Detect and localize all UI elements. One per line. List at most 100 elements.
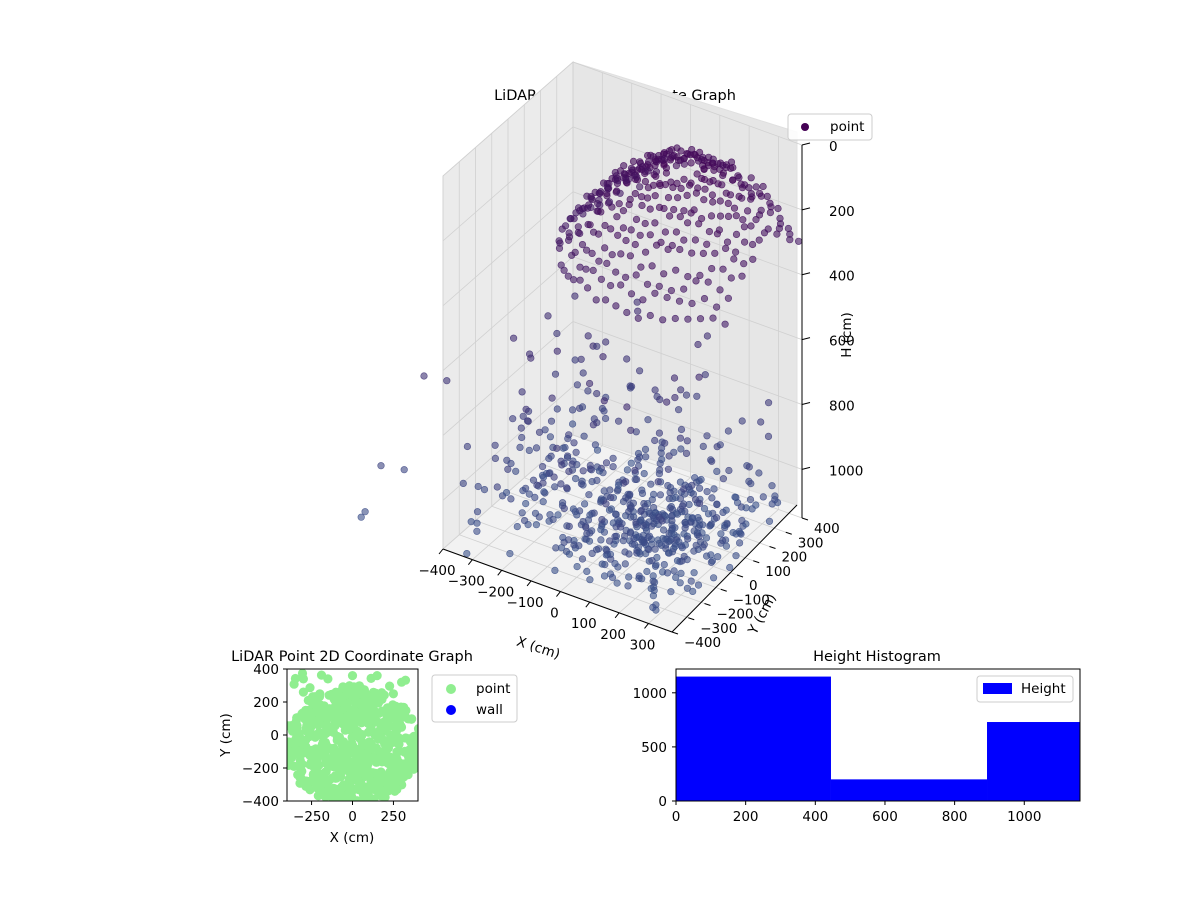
chart3d-point xyxy=(649,153,657,161)
chart3d-point xyxy=(709,574,718,582)
chart2d-point xyxy=(386,710,397,720)
chart3d-point xyxy=(583,529,591,538)
chart3d-point xyxy=(677,184,685,192)
chart3d-point xyxy=(634,307,642,315)
chart3d-point xyxy=(535,428,544,436)
chart3d-point xyxy=(731,493,739,501)
chart3d-point xyxy=(602,459,611,467)
chart3d-point xyxy=(594,230,603,238)
chart3d-point xyxy=(685,500,693,509)
chart2d-point xyxy=(321,758,331,769)
chart3d-point xyxy=(443,377,451,385)
chart3d-point xyxy=(703,240,711,248)
chart2d-point xyxy=(377,688,387,698)
chart3d-point xyxy=(689,587,697,596)
chart3d-point xyxy=(695,220,703,228)
chart3d-point xyxy=(612,268,620,276)
chart3d-point xyxy=(593,390,601,398)
chart3d-point xyxy=(671,314,679,323)
chart3d-panes xyxy=(442,60,798,633)
chart3d-point xyxy=(747,480,755,488)
chart3d-point xyxy=(573,381,582,389)
chart3d-point xyxy=(593,446,602,454)
chart2d-point xyxy=(319,744,329,754)
chart3d-point xyxy=(763,192,771,200)
chart3d-point xyxy=(518,388,526,396)
chart2d-point xyxy=(358,789,368,800)
chart2d-point xyxy=(297,709,307,719)
chart3d-point xyxy=(603,259,611,268)
chart3d-point xyxy=(680,285,688,293)
chart3d-point xyxy=(525,350,534,358)
chart3d-point xyxy=(606,486,614,494)
chart3d-point xyxy=(601,244,609,252)
chart3d-point xyxy=(504,465,512,473)
chart3d-point xyxy=(580,500,589,508)
chart3d-point xyxy=(722,506,730,514)
chart3d-point xyxy=(693,170,701,178)
chart3d-point xyxy=(644,533,652,542)
chart3d-point xyxy=(741,181,749,189)
chart3d-point xyxy=(550,473,558,481)
chart3d-point xyxy=(683,584,692,592)
chart3d-y-tick-label: 100 xyxy=(765,564,791,580)
chart3d-point xyxy=(587,203,595,212)
chart3d-x-tick-label: −400 xyxy=(418,563,455,579)
chart3d-point xyxy=(579,369,587,377)
chart3d-point xyxy=(676,245,684,254)
chart3d-point xyxy=(612,510,620,519)
chart3d-point xyxy=(577,480,586,488)
chart3d-point xyxy=(600,572,609,580)
chart3d-point xyxy=(584,387,592,395)
chart-2d: LiDAR Point 2D Coordinate Graph −250 0 250… xyxy=(218,649,518,846)
chart3d-point xyxy=(597,526,605,534)
histogram-y-tick-label: 1000 xyxy=(633,686,667,702)
chart3d-point xyxy=(627,459,635,467)
chart3d-point xyxy=(579,517,587,526)
chart2d-point xyxy=(413,724,418,734)
chart3d-point xyxy=(727,274,735,282)
chart3d-point xyxy=(716,286,724,294)
chart3d-point xyxy=(676,213,684,221)
chart3d-point xyxy=(716,197,724,205)
chart3d-point xyxy=(740,260,748,268)
chart3d-point xyxy=(764,432,773,441)
chart3d-legend-label-point: point xyxy=(830,119,864,135)
chart3d-point xyxy=(731,248,740,256)
chart3d-point xyxy=(602,338,610,346)
chart3d-point xyxy=(651,289,659,297)
chart3d-x-tick xyxy=(585,601,591,608)
chart3d-point xyxy=(585,491,593,499)
chart3d-x-tick-label: 100 xyxy=(571,616,597,632)
chart3d-point xyxy=(680,160,688,168)
chart3d-point xyxy=(708,557,717,565)
chart3d-x-tick xyxy=(497,569,503,576)
chart3d-x-tick xyxy=(644,623,649,629)
chart2d-point xyxy=(322,714,332,724)
chart3d-point xyxy=(622,478,630,486)
chart3d-point xyxy=(729,528,737,537)
chart3d-point xyxy=(568,460,576,468)
chart3d-point xyxy=(667,287,676,295)
chart3d-point xyxy=(626,384,635,392)
chart2d-point xyxy=(290,673,300,684)
chart2d-point xyxy=(335,711,345,721)
chart3d-point xyxy=(620,162,628,170)
chart3d-point xyxy=(655,513,663,521)
histogram-bar xyxy=(676,676,831,801)
chart2d-point xyxy=(380,724,390,734)
chart3d-point xyxy=(573,511,581,519)
chart3d-point xyxy=(642,453,650,461)
chart3d-point xyxy=(703,332,712,340)
chart3d-point xyxy=(716,441,724,449)
chart3d-point xyxy=(656,181,664,189)
chart3d-point xyxy=(570,439,578,447)
chart3d-point xyxy=(745,463,753,471)
chart3d-point xyxy=(661,439,669,447)
chart3d-point xyxy=(716,212,725,220)
chart3d-point xyxy=(564,272,572,280)
chart3d-point xyxy=(649,572,657,580)
chart3d-point xyxy=(659,526,668,534)
chart2d-point xyxy=(305,785,315,795)
chart3d-point xyxy=(473,508,482,516)
